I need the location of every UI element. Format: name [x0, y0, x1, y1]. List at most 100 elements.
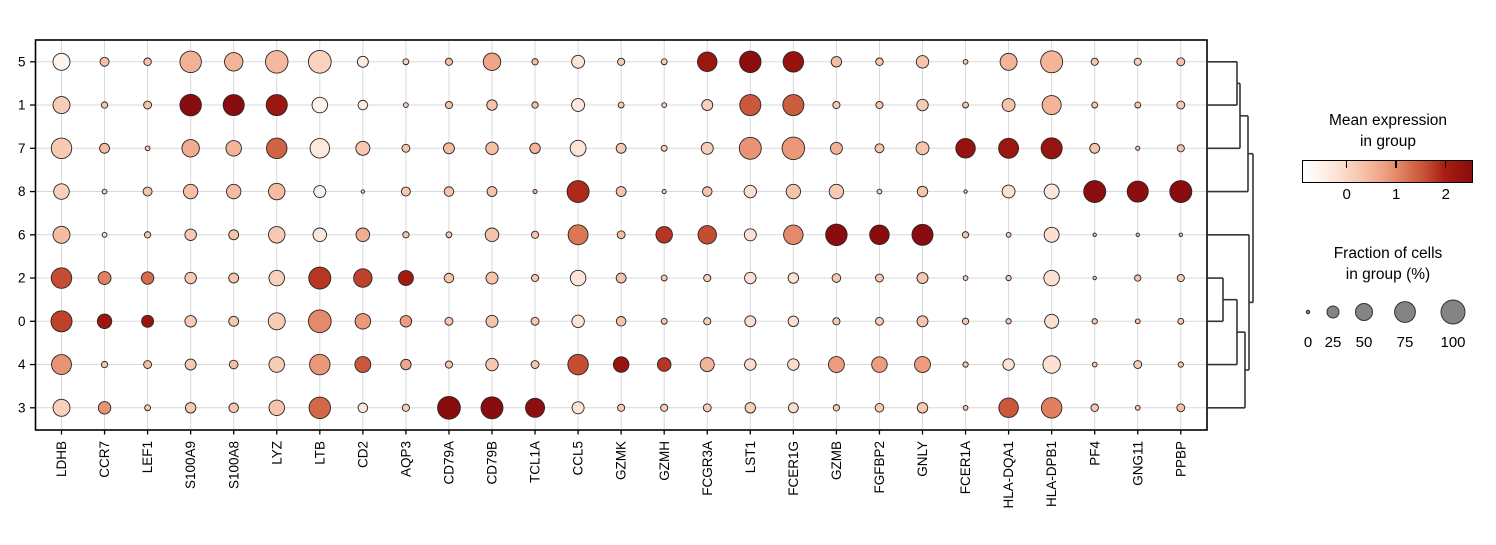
dot-cluster6-LST1: [743, 228, 757, 242]
dot-cluster0-TCL1A: [530, 316, 540, 326]
dot-cluster4-GZMK: [612, 356, 630, 373]
dot-cluster5-CD79B: [482, 52, 502, 71]
dot-cluster7-CCR7: [99, 142, 110, 154]
dot-cluster8-S100A8: [226, 183, 242, 200]
dot-cluster0-HLA-DPB1: [1044, 313, 1060, 329]
dot-cluster0-GZMK: [615, 316, 627, 327]
x-label-PF4: PF4: [1087, 441, 1102, 466]
dot-cluster5-LEF1: [143, 57, 152, 67]
dot-cluster1-GZMB: [832, 101, 841, 110]
dot-cluster2-FCER1G: [787, 272, 800, 284]
dot-cluster7-LYZ: [266, 137, 288, 160]
dot-cluster6-CD79A: [445, 231, 453, 239]
dot-cluster5-CD79A: [444, 57, 454, 66]
colorbar-legend: Mean expression in group: [1288, 110, 1488, 152]
dot-cluster4-HLA-DPB1: [1042, 355, 1061, 374]
size-legend-dot-0: [1305, 309, 1311, 315]
dot-cluster8-GZMB: [828, 183, 845, 200]
dot-cluster5-LDHB: [52, 52, 71, 71]
dot-cluster3-GZMH: [660, 403, 669, 412]
dot-cluster2-HLA-DQA1: [1005, 274, 1012, 282]
dot-cluster2-CD2: [353, 268, 373, 288]
y-label-3: 3: [18, 400, 26, 415]
dot-cluster6-FCER1A: [961, 231, 970, 239]
colorbar-tick-2: [1445, 161, 1447, 168]
dot-cluster5-FCER1G: [782, 51, 805, 73]
dot-cluster5-AQP3: [402, 58, 410, 66]
dot-cluster5-FGFBP2: [875, 57, 884, 67]
dot-cluster4-S100A9: [184, 358, 197, 371]
dot-cluster0-LDHB: [50, 310, 73, 333]
dot-cluster5-LTB: [307, 49, 332, 74]
dot-cluster3-GZMK: [617, 403, 626, 412]
dot-cluster6-HLA-DQA1: [1005, 231, 1012, 238]
x-label-GZMK: GZMK: [614, 441, 629, 480]
dot-cluster1-LST1: [739, 94, 762, 117]
dot-cluster2-S100A9: [184, 271, 197, 285]
dot-cluster8-PF4: [1083, 180, 1107, 204]
size-legend-dot-25: [1326, 305, 1340, 319]
colorbar-tick-label-2: 2: [1441, 186, 1450, 203]
dot-cluster2-GZMK: [615, 272, 627, 284]
dot-cluster4-GNLY: [914, 356, 931, 373]
dot-cluster3-FGFBP2: [874, 403, 885, 413]
dot-cluster8-LEF1: [142, 186, 153, 197]
dot-cluster4-CD79A: [444, 360, 454, 369]
dot-cluster0-GNG11: [1134, 318, 1141, 325]
y-axis-labels: 5 1 7 8 6 2 0 4 3: [18, 54, 26, 415]
dot-cluster4-CD79B: [485, 357, 499, 372]
dot-cluster3-GNG11: [1134, 404, 1141, 411]
dot-cluster4-FCER1G: [787, 358, 800, 371]
dot-cluster2-PF4: [1092, 275, 1097, 281]
dot-cluster5-FCGR3A: [697, 51, 718, 72]
dot-cluster1-LEF1: [143, 100, 153, 110]
dot-cluster4-GZMH: [656, 357, 672, 372]
dot-cluster4-LYZ: [268, 356, 285, 373]
dot-cluster5-HLA-DPB1: [1040, 50, 1064, 74]
size-legend: Fraction of cells in group (%): [1288, 243, 1488, 285]
dot-cluster6-CCL5: [567, 224, 589, 246]
dot-cluster0-GZMH: [660, 317, 668, 325]
dot-cluster7-FCER1A: [955, 138, 976, 159]
dot-cluster4-CCL5: [567, 353, 589, 376]
x-label-GZMH: GZMH: [657, 441, 672, 481]
dot-cluster3-LST1: [744, 402, 756, 414]
dot-cluster1-PPBP: [1176, 100, 1186, 110]
dot-cluster7-GZMK: [615, 142, 627, 154]
x-label-CD79A: CD79A: [442, 441, 457, 485]
dot-cluster1-CD79A: [444, 101, 454, 110]
size-legend-label-25: 25: [1324, 334, 1342, 351]
dot-cluster5-PF4: [1090, 57, 1099, 66]
dot-cluster0-HLA-DQA1: [1005, 318, 1012, 325]
x-label-CCL5: CCL5: [571, 441, 586, 476]
dot-cluster0-FCER1G: [787, 315, 800, 327]
colorbar-tick-1: [1395, 161, 1397, 168]
dot-cluster7-TCL1A: [529, 142, 541, 154]
dot-cluster6-S100A9: [184, 228, 197, 242]
dot-cluster3-CCL5: [571, 401, 585, 415]
dot-cluster7-LST1: [738, 136, 762, 160]
dot-cluster5-PPBP: [1176, 57, 1186, 67]
dot-cluster1-LDHB: [52, 96, 71, 114]
dot-cluster1-LYZ: [265, 94, 288, 117]
dot-cluster0-FGFBP2: [875, 316, 884, 326]
dot-cluster7-CCL5: [569, 139, 587, 157]
y-label-5: 5: [18, 54, 26, 69]
dot-cluster6-LDHB: [52, 225, 71, 244]
dot-cluster5-GZMH: [660, 58, 668, 66]
dot-cluster6-GZMH: [655, 226, 673, 244]
dot-cluster3-HLA-DQA1: [998, 397, 1019, 418]
dot-cluster0-PF4: [1091, 318, 1098, 325]
dot-cluster5-CCR7: [99, 56, 110, 67]
dot-cluster8-FGFBP2: [876, 188, 883, 195]
dot-cluster0-CCL5: [571, 314, 585, 328]
dot-cluster4-LEF1: [143, 360, 153, 369]
dot-cluster1-GNLY: [916, 98, 929, 112]
dot-cluster5-FCER1A: [962, 58, 969, 65]
dot-cluster7-S100A9: [181, 139, 200, 158]
dot-cluster6-GZMK: [616, 230, 626, 240]
dot-cluster3-GNLY: [916, 402, 929, 414]
dot-cluster2-LEF1: [140, 271, 155, 285]
dot-cluster7-FCER1G: [781, 136, 806, 161]
